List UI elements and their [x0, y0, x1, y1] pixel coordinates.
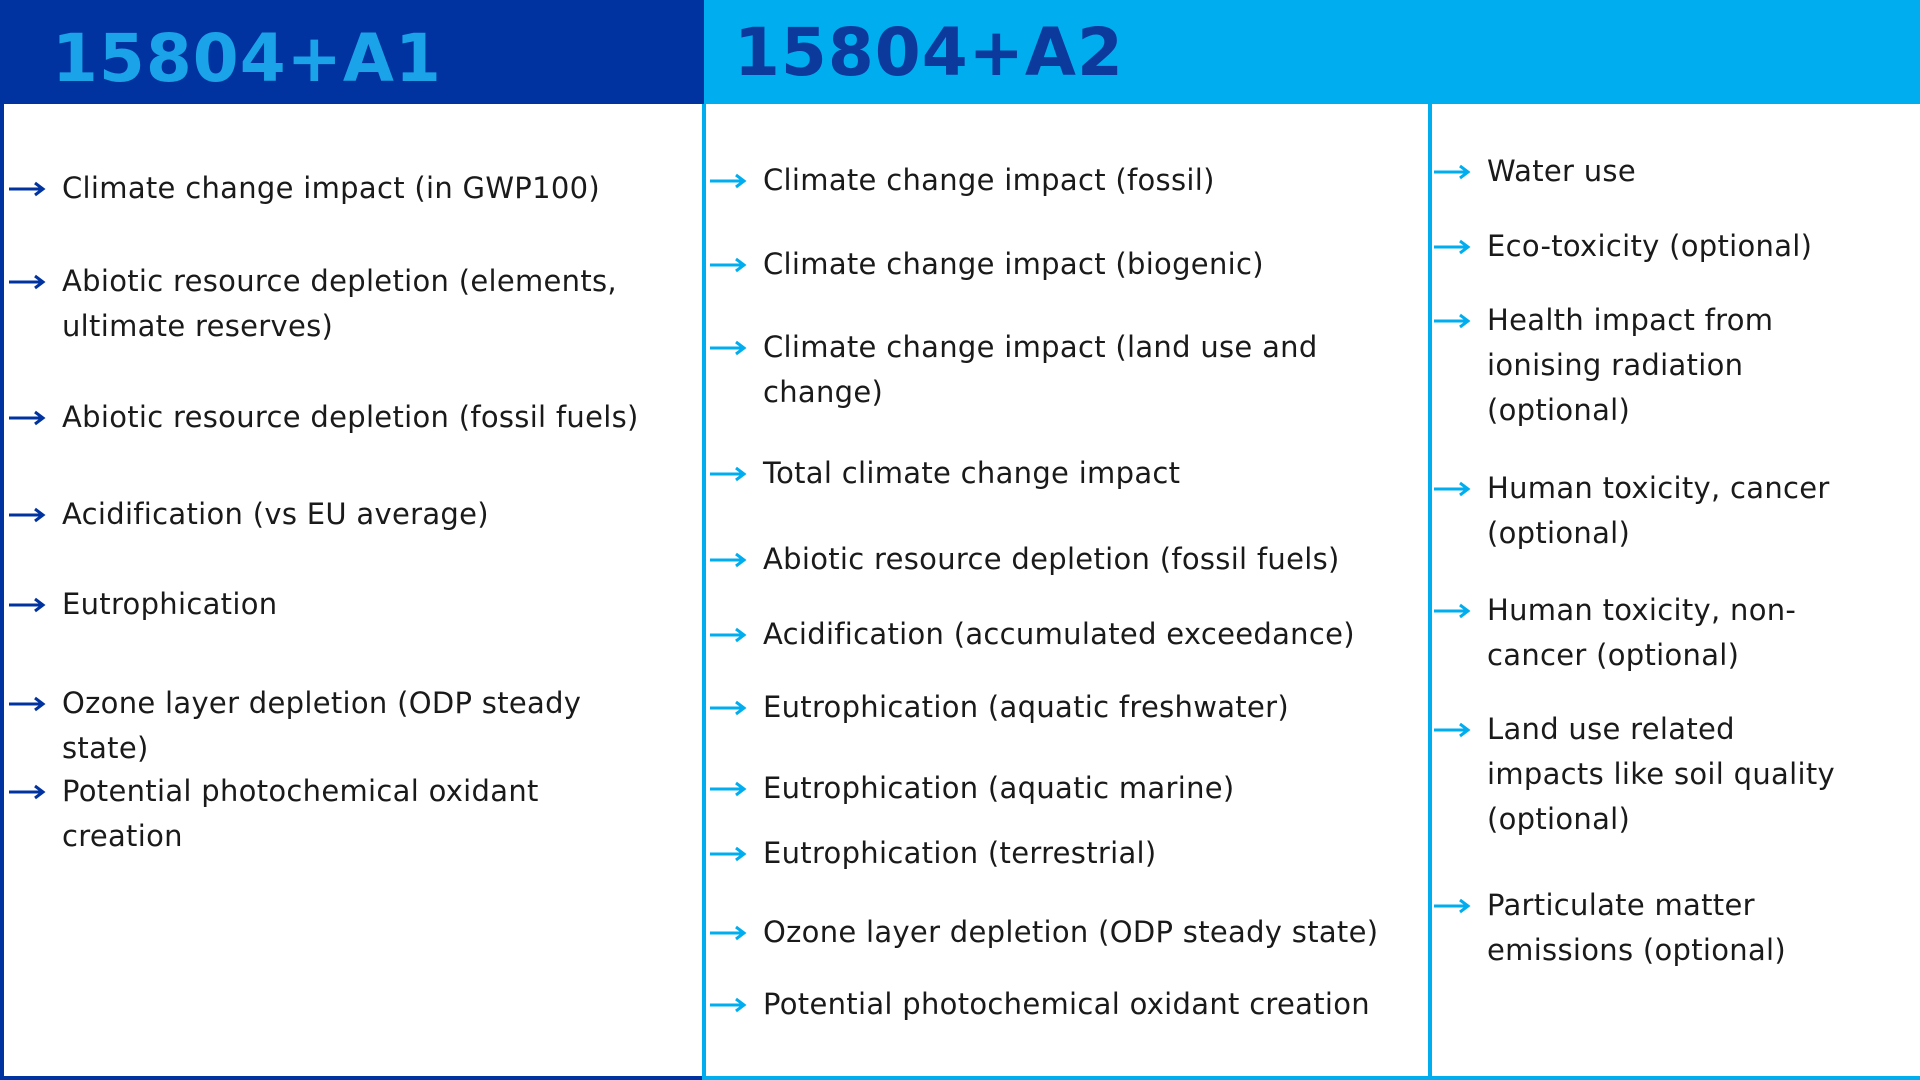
list-item-label: Acidification (vs EU average) — [62, 497, 489, 531]
list-item-label: Abiotic resource depletion (elements, ul… — [62, 264, 617, 343]
list-item: Total climate change impact — [709, 451, 1389, 496]
list-item: Eutrophication (aquatic freshwater) — [709, 685, 1389, 730]
list-item-label: Particulate matter emissions (optional) — [1487, 888, 1787, 967]
list-item-label: Ozone layer depletion (ODP steady state) — [763, 915, 1379, 949]
list-item-label: Health impact from ionising radiation (o… — [1487, 303, 1774, 427]
list-item: Acidification (vs EU average) — [8, 492, 658, 537]
list-item: Abiotic resource depletion (fossil fuels… — [709, 537, 1389, 582]
arrow-right-icon — [710, 257, 747, 273]
arrow-right-icon — [9, 274, 46, 290]
list-item-label: Eco-toxicity (optional) — [1487, 229, 1813, 263]
list-item-label: Eutrophication — [62, 587, 278, 621]
arrow-right-icon — [710, 846, 747, 862]
list-item-label: Eutrophication (aquatic marine) — [763, 771, 1235, 805]
arrow-right-icon — [710, 997, 747, 1013]
header-a2-title: 15804+A2 — [734, 14, 1124, 91]
arrow-right-icon — [710, 700, 747, 716]
arrow-right-icon — [1434, 481, 1471, 497]
list-item-label: Ozone layer depletion (ODP steady state) — [62, 686, 582, 765]
list-item: Climate change impact (biogenic) — [709, 242, 1389, 287]
arrow-right-icon — [710, 173, 747, 189]
header-a2-bar: 15804+A2 — [704, 0, 1920, 104]
list-item-label: Climate change impact (fossil) — [763, 163, 1215, 197]
list-item: Abiotic resource depletion (elements, ul… — [8, 259, 658, 349]
list-item: Climate change impact (fossil) — [709, 158, 1389, 203]
list-item: Eutrophication (terrestrial) — [709, 831, 1389, 876]
list-item: Ozone layer depletion (ODP steady state) — [8, 681, 658, 771]
list-item: Human toxicity, cancer (optional) — [1433, 466, 1853, 556]
arrow-right-icon — [1434, 722, 1471, 738]
arrow-right-icon — [1434, 603, 1471, 619]
header-a1-title: 15804+A1 — [52, 20, 442, 97]
arrow-right-icon — [710, 340, 747, 356]
list-item: Climate change impact (in GWP100) — [8, 166, 658, 211]
list-item: Water use — [1433, 149, 1853, 194]
column-a2-right — [1428, 104, 1920, 1080]
list-item-label: Abiotic resource depletion (fossil fuels… — [62, 400, 639, 434]
list-item-label: Abiotic resource depletion (fossil fuels… — [763, 542, 1340, 576]
list-item-label: Human toxicity, non-cancer (optional) — [1487, 593, 1797, 672]
list-item: Human toxicity, non-cancer (optional) — [1433, 588, 1853, 678]
arrow-right-icon — [1434, 239, 1471, 255]
list-item: Climate change impact (land use and chan… — [709, 325, 1389, 415]
list-item: Potential photochemical oxidant creation — [8, 769, 658, 859]
arrow-right-icon — [9, 181, 46, 197]
list-item: Health impact from ionising radiation (o… — [1433, 298, 1853, 433]
list-item-label: Water use — [1487, 154, 1636, 188]
list-item: Land use related impacts like soil quali… — [1433, 707, 1853, 842]
arrow-right-icon — [9, 784, 46, 800]
list-item-label: Climate change impact (in GWP100) — [62, 171, 600, 205]
list-item: Eutrophication — [8, 582, 658, 627]
arrow-right-icon — [710, 552, 747, 568]
list-item-label: Potential photochemical oxidant creation — [62, 774, 539, 853]
list-item: Eco-toxicity (optional) — [1433, 224, 1853, 269]
list-item-label: Eutrophication (terrestrial) — [763, 836, 1157, 870]
list-item-label: Potential photochemical oxidant creation — [763, 987, 1370, 1021]
arrow-right-icon — [1434, 313, 1471, 329]
list-item-label: Climate change impact (biogenic) — [763, 247, 1264, 281]
list-item: Acidification (accumulated exceedance) — [709, 612, 1389, 657]
arrow-right-icon — [710, 627, 747, 643]
header-a1-bar: 15804+A1 — [0, 0, 704, 104]
arrow-right-icon — [9, 410, 46, 426]
list-item: Abiotic resource depletion (fossil fuels… — [8, 395, 658, 440]
list-item-label: Acidification (accumulated exceedance) — [763, 617, 1355, 651]
arrow-right-icon — [1434, 898, 1471, 914]
arrow-right-icon — [9, 507, 46, 523]
list-item-label: Climate change impact (land use and chan… — [763, 330, 1318, 409]
list-item: Ozone layer depletion (ODP steady state) — [709, 910, 1389, 955]
list-item-label: Eutrophication (aquatic freshwater) — [763, 690, 1289, 724]
list-item: Eutrophication (aquatic marine) — [709, 766, 1389, 811]
list-item-label: Human toxicity, cancer (optional) — [1487, 471, 1830, 550]
arrow-right-icon — [710, 925, 747, 941]
arrow-right-icon — [9, 696, 46, 712]
arrow-right-icon — [9, 597, 46, 613]
list-item-label: Total climate change impact — [763, 456, 1181, 490]
arrow-right-icon — [1434, 164, 1471, 180]
arrow-right-icon — [710, 466, 747, 482]
list-item-label: Land use related impacts like soil quali… — [1487, 712, 1835, 836]
arrow-right-icon — [710, 781, 747, 797]
list-item: Particulate matter emissions (optional) — [1433, 883, 1853, 973]
list-item: Potential photochemical oxidant creation — [709, 982, 1389, 1027]
